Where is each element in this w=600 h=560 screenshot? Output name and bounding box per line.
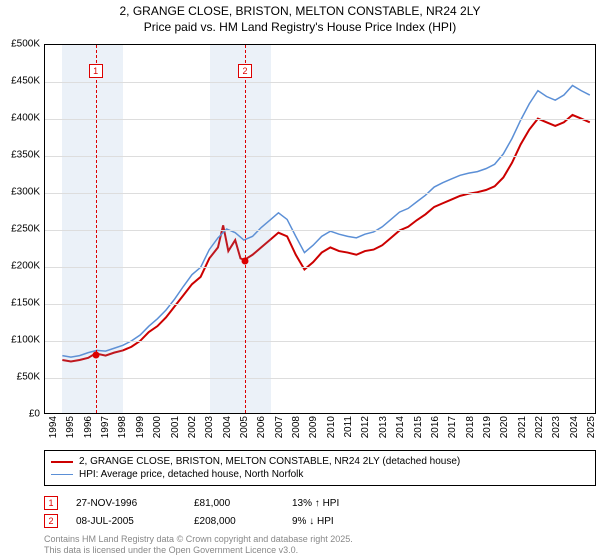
shade-band [210,45,271,413]
ytick-label: £200K [0,261,40,272]
xtick-label: 2018 [465,416,476,446]
xtick-label: 2017 [447,416,458,446]
sale-price-1: £81,000 [194,498,274,509]
footer-line-1: Contains HM Land Registry data © Crown c… [44,534,353,545]
legend-item-hpi: HPI: Average price, detached house, Nort… [51,468,589,481]
xtick-label: 1995 [65,416,76,446]
title-line-2: Price paid vs. HM Land Registry's House … [0,20,600,36]
gridline-h [45,193,595,194]
gridline-h [45,119,595,120]
sale-price-2: £208,000 [194,516,274,527]
sale-row-2: 2 08-JUL-2005 £208,000 9% ↓ HPI [44,512,339,530]
xtick-label: 2024 [569,416,580,446]
gridline-h [45,341,595,342]
xtick-label: 2025 [586,416,597,446]
chart-container: 2, GRANGE CLOSE, BRISTON, MELTON CONSTAB… [0,0,600,560]
xtick-label: 2020 [499,416,510,446]
xtick-label: 2010 [326,416,337,446]
xtick-label: 2009 [308,416,319,446]
line-series-svg [45,45,595,413]
series-line-property [62,115,589,362]
ytick-label: £300K [0,187,40,198]
ytick-label: £400K [0,113,40,124]
xtick-label: 2002 [187,416,198,446]
ytick-label: £100K [0,335,40,346]
sale-marker-box: 1 [89,64,103,78]
ytick-label: £0 [0,409,40,420]
ytick-label: £150K [0,298,40,309]
ytick-label: £250K [0,224,40,235]
series-line-hpi [62,85,589,357]
xtick-label: 2008 [291,416,302,446]
sale-marker-1: 1 [44,496,58,510]
xtick-label: 2013 [378,416,389,446]
xtick-label: 1999 [135,416,146,446]
xtick-label: 1997 [100,416,111,446]
gridline-h [45,267,595,268]
sale-diff-2: 9% ↓ HPI [292,516,334,527]
xtick-label: 2003 [204,416,215,446]
gridline-h [45,156,595,157]
xtick-label: 2012 [360,416,371,446]
xtick-label: 2014 [395,416,406,446]
xtick-label: 1998 [117,416,128,446]
xtick-label: 2006 [256,416,267,446]
chart-plot-area: 12 [44,44,596,414]
title-line-1: 2, GRANGE CLOSE, BRISTON, MELTON CONSTAB… [0,4,600,20]
sales-table: 1 27-NOV-1996 £81,000 13% ↑ HPI 2 08-JUL… [44,494,339,530]
sale-marker-2: 2 [44,514,58,528]
sale-marker-box: 2 [238,64,252,78]
legend-label-hpi: HPI: Average price, detached house, Nort… [79,469,303,480]
xtick-label: 2022 [534,416,545,446]
sale-row-1: 1 27-NOV-1996 £81,000 13% ↑ HPI [44,494,339,512]
sale-marker-vline [245,45,246,413]
sale-dot [92,352,99,359]
xtick-label: 2001 [170,416,181,446]
legend-item-property: 2, GRANGE CLOSE, BRISTON, MELTON CONSTAB… [51,455,589,468]
xtick-label: 2016 [430,416,441,446]
sale-date-2: 08-JUL-2005 [76,516,176,527]
ytick-label: £450K [0,76,40,87]
legend-box: 2, GRANGE CLOSE, BRISTON, MELTON CONSTAB… [44,450,596,486]
legend-swatch-hpi [51,474,73,475]
title-block: 2, GRANGE CLOSE, BRISTON, MELTON CONSTAB… [0,0,600,37]
gridline-h [45,82,595,83]
ytick-label: £350K [0,150,40,161]
legend-swatch-property [51,461,73,463]
ytick-label: £50K [0,372,40,383]
sale-diff-1: 13% ↑ HPI [292,498,339,509]
legend-label-property: 2, GRANGE CLOSE, BRISTON, MELTON CONSTAB… [79,456,460,467]
gridline-h [45,230,595,231]
xtick-label: 2021 [517,416,528,446]
xtick-label: 1996 [83,416,94,446]
xtick-label: 2000 [152,416,163,446]
ytick-label: £500K [0,39,40,50]
footer-line-2: This data is licensed under the Open Gov… [44,545,353,556]
xtick-label: 1994 [48,416,59,446]
xtick-label: 2011 [343,416,354,446]
xtick-label: 2015 [413,416,424,446]
footer-attribution: Contains HM Land Registry data © Crown c… [44,534,353,556]
gridline-h [45,378,595,379]
xtick-label: 2019 [482,416,493,446]
xtick-label: 2007 [274,416,285,446]
xtick-label: 2004 [222,416,233,446]
xtick-label: 2023 [551,416,562,446]
xtick-label: 2005 [239,416,250,446]
sale-dot [241,258,248,265]
sale-date-1: 27-NOV-1996 [76,498,176,509]
gridline-h [45,304,595,305]
